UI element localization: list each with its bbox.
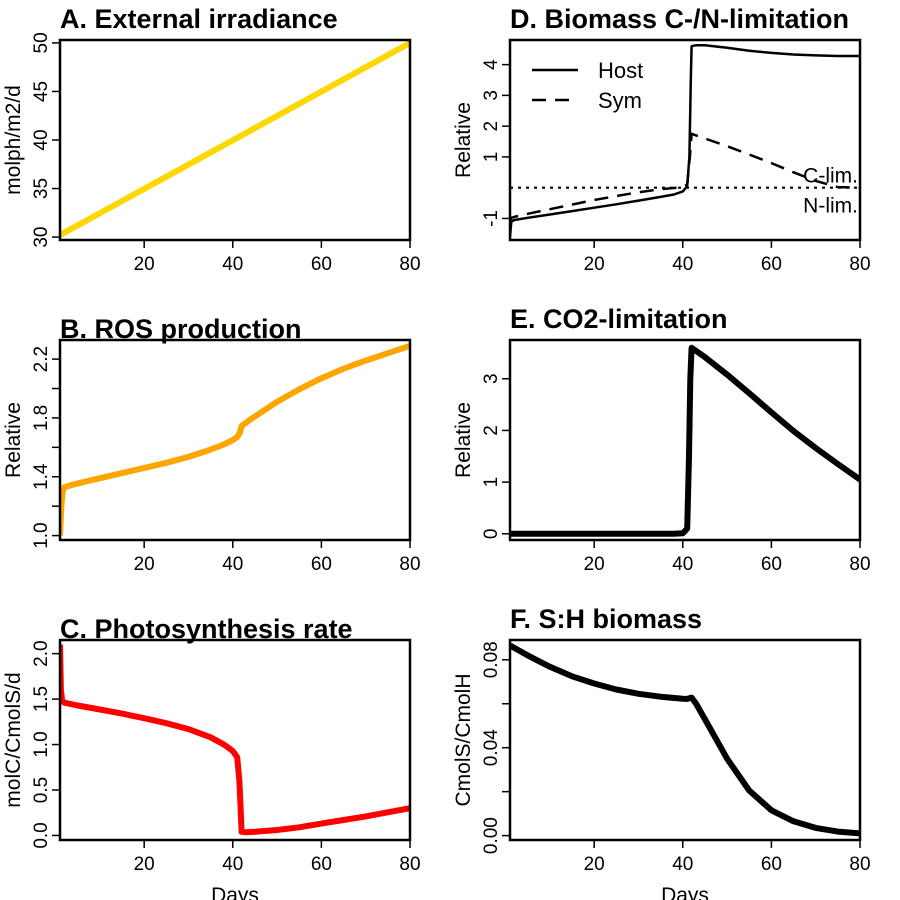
panel-d: D. Biomass C-/N-limitation 20 40 60 80 -1 1 2 3 4… bbox=[452, 4, 871, 275]
x-tick-label: 60 bbox=[761, 254, 782, 275]
plot-frame bbox=[58, 38, 412, 242]
y-tick-label: 4 bbox=[481, 59, 502, 70]
y-tick-label: 1 bbox=[481, 152, 502, 163]
x-tick-label: 80 bbox=[849, 254, 870, 275]
x-tick-label: 40 bbox=[222, 854, 243, 875]
y-tick-label: 1.8 bbox=[31, 405, 52, 431]
plot-frame bbox=[58, 638, 412, 842]
plot-frame bbox=[508, 338, 862, 542]
series-line-0 bbox=[510, 642, 860, 837]
x-tick-label: 40 bbox=[222, 554, 243, 575]
x-tick-label: 20 bbox=[134, 254, 155, 275]
x-tick-label: 60 bbox=[311, 254, 332, 275]
series-line-0 bbox=[510, 344, 860, 537]
y-tick-label: 40 bbox=[31, 129, 52, 150]
y-tick-label: 1.4 bbox=[31, 463, 52, 490]
plot-frame bbox=[508, 38, 862, 242]
x-axis-label: Days bbox=[211, 884, 259, 900]
y-tick-label: 3 bbox=[481, 90, 502, 101]
x-tick-label: 20 bbox=[584, 854, 605, 875]
series-line-0 bbox=[60, 644, 410, 836]
y-tick-label: 0 bbox=[481, 529, 502, 540]
x-tick-label: 80 bbox=[849, 554, 870, 575]
y-tick-label: 1.0 bbox=[31, 522, 52, 548]
y-tick-label: 1 bbox=[481, 477, 502, 488]
y-tick-label: 30 bbox=[31, 227, 52, 248]
y-tick-label: 50 bbox=[31, 32, 52, 53]
x-tick-label: 40 bbox=[672, 854, 693, 875]
panel-f: F. S:H biomass 20 40 60 80 0.00 0.04 0.08 CmolS/… bbox=[452, 604, 871, 900]
y-axis-label: Relative bbox=[452, 102, 475, 178]
panel-title: E. CO2-limitation bbox=[510, 304, 728, 334]
x-tick-label: 20 bbox=[134, 854, 155, 875]
x-tick-label: 60 bbox=[761, 554, 782, 575]
panel-title: A. External irradiance bbox=[60, 4, 338, 34]
x-tick-label: 20 bbox=[134, 554, 155, 575]
x-tick-label: 80 bbox=[399, 554, 420, 575]
y-tick-label: -1 bbox=[481, 210, 502, 227]
panel-e: E. CO2-limitation 20 40 60 80 0 1 2 3 Relative bbox=[452, 304, 871, 575]
x-tick-label: 40 bbox=[672, 254, 693, 275]
series-line-0 bbox=[60, 343, 410, 536]
x-tick-label: 60 bbox=[761, 854, 782, 875]
x-tick-label: 80 bbox=[399, 854, 420, 875]
y-tick-label: 2.2 bbox=[31, 346, 52, 372]
x-tick-label: 40 bbox=[672, 554, 693, 575]
y-tick-label: 45 bbox=[31, 81, 52, 102]
legend-label-host: Host bbox=[598, 58, 643, 83]
panel-title: D. Biomass C-/N-limitation bbox=[510, 4, 849, 34]
c-lim-label: C-lim. bbox=[803, 165, 858, 188]
x-tick-label: 80 bbox=[849, 854, 870, 875]
x-tick-label: 40 bbox=[222, 254, 243, 275]
plot-frame bbox=[508, 638, 862, 842]
y-tick-label: 1.5 bbox=[31, 686, 52, 712]
series-line-1 bbox=[510, 132, 860, 225]
y-tick-label: 0.00 bbox=[481, 817, 502, 854]
x-tick-label: 60 bbox=[311, 854, 332, 875]
y-tick-label: 0.0 bbox=[31, 822, 52, 848]
series-line-0 bbox=[60, 40, 410, 238]
y-tick-label: 0.5 bbox=[31, 777, 52, 803]
y-tick-label: 0.04 bbox=[481, 729, 502, 766]
y-axis-label: Relative bbox=[2, 402, 25, 478]
y-axis-label: Relative bbox=[452, 402, 475, 478]
y-tick-label: 1.0 bbox=[31, 731, 52, 757]
y-axis-label: molph/m2/d bbox=[2, 85, 25, 195]
y-axis-label: CmolS/CmolH bbox=[452, 673, 475, 806]
panel-a: A. External irradiance 20 40 60 80 30 35 40 45 50… bbox=[2, 4, 421, 275]
legend-label-sym: Sym bbox=[598, 88, 642, 113]
y-tick-label: 0.08 bbox=[481, 641, 502, 678]
y-tick-label: 2 bbox=[481, 121, 502, 132]
n-lim-label: N-lim. bbox=[803, 195, 858, 218]
y-tick-label: 3 bbox=[481, 373, 502, 384]
plot-frame bbox=[58, 338, 412, 542]
panel-title: F. S:H biomass bbox=[510, 604, 702, 634]
y-axis-label: molC/CmolS/d bbox=[2, 672, 25, 807]
x-axis-label: Days bbox=[661, 884, 709, 900]
x-tick-label: 60 bbox=[311, 554, 332, 575]
x-tick-label: 80 bbox=[399, 254, 420, 275]
y-tick-label: 2.0 bbox=[31, 640, 52, 666]
y-tick-label: 2 bbox=[481, 425, 502, 436]
series-line-0 bbox=[510, 43, 860, 238]
y-tick-label: 35 bbox=[31, 178, 52, 199]
x-tick-label: 20 bbox=[584, 554, 605, 575]
x-tick-label: 20 bbox=[584, 254, 605, 275]
